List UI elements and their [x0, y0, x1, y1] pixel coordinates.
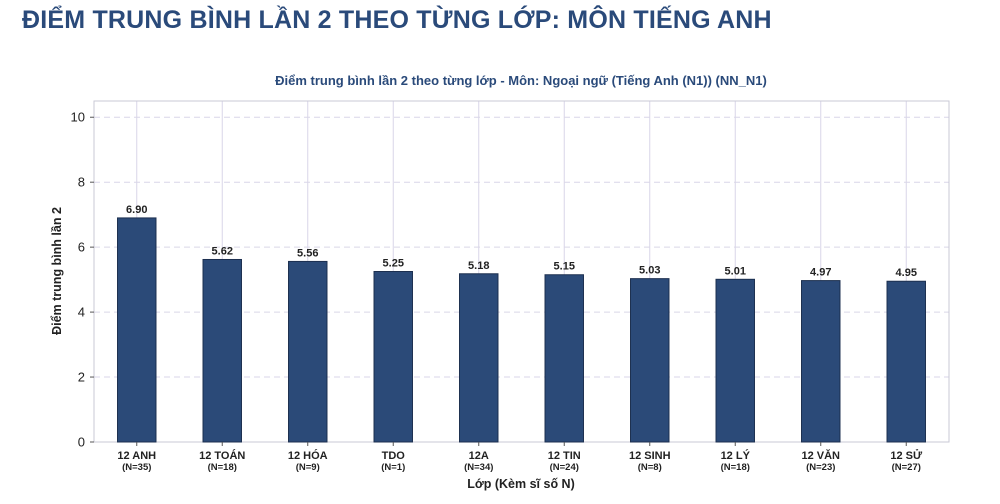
- bar: [202, 258, 242, 443]
- x-ticks: 12 ANH(N=35)12 TOÁN(N=18)12 HÓA(N=9)TDO(…: [117, 442, 923, 473]
- page-title: ĐIỂM TRUNG BÌNH LẦN 2 THEO TỪNG LỚP: MÔN…: [22, 6, 772, 34]
- y-tick-label: 4: [78, 305, 85, 320]
- y-ticks: 0 2 4 6 8 10: [71, 110, 94, 450]
- x-tick-label: 12 TOÁN: [199, 449, 245, 462]
- plot-frame: [93, 100, 950, 443]
- y-tick-label: 0: [78, 435, 85, 450]
- y-tick-label: 10: [71, 110, 85, 125]
- x-tick-label: 12 LÝ: [721, 449, 751, 462]
- bar-value-label: 5.18: [468, 260, 489, 272]
- bar-value-label: 4.95: [896, 267, 917, 279]
- x-tick-label: 12 ANH: [117, 450, 156, 462]
- chart-title: Điểm trung bình lần 2 theo từng lớp - Mô…: [275, 73, 767, 88]
- x-tick-label: TDO: [382, 450, 406, 462]
- labels-layer: 6.90 5.62 5.56 5.25 5.18 5.15 5.03 5.01 4.97 4.95: [126, 204, 917, 279]
- bar-value-label: 5.56: [297, 247, 318, 259]
- x-tick-sublabel: (N=9): [296, 462, 320, 473]
- bar: [288, 260, 328, 443]
- bars-layer: [117, 217, 926, 443]
- x-tick-sublabel: (N=27): [892, 462, 921, 473]
- x-tick-label: 12 VĂN: [801, 449, 840, 462]
- x-tick-label: 12 SỬ: [890, 449, 923, 462]
- x-axis-label: Lớp (Kèm sĩ số N): [467, 477, 575, 491]
- y-tick-label: 6: [78, 240, 85, 255]
- bar: [117, 217, 157, 443]
- bar: [373, 271, 413, 443]
- bar: [544, 274, 584, 443]
- x-tick-sublabel: (N=18): [208, 462, 237, 473]
- y-tick-label: 8: [78, 175, 85, 190]
- bar: [886, 280, 926, 443]
- y-axis-label: Điểm trung bình lần 2: [50, 207, 64, 335]
- x-tick-sublabel: (N=34): [464, 462, 493, 473]
- bar: [715, 278, 755, 443]
- bar-value-label: 6.90: [126, 204, 147, 216]
- x-tick-label: 12A: [469, 450, 489, 462]
- x-tick-sublabel: (N=8): [638, 462, 662, 473]
- bar: [459, 273, 499, 443]
- x-tick-sublabel: (N=35): [122, 462, 151, 473]
- x-tick-sublabel: (N=18): [721, 462, 750, 473]
- bar-value-label: 5.25: [383, 258, 404, 270]
- x-tick-label: 12 HÓA: [288, 449, 328, 462]
- x-tick-label: 12 SINH: [629, 450, 671, 462]
- bar-value-label: 4.97: [810, 267, 831, 279]
- bar-value-label: 5.62: [212, 245, 233, 257]
- bar: [630, 278, 670, 443]
- y-tick-label: 2: [78, 370, 85, 385]
- x-tick-sublabel: (N=1): [381, 462, 405, 473]
- bar-value-label: 5.15: [554, 261, 575, 273]
- bar-value-label: 5.03: [639, 265, 660, 277]
- x-tick-sublabel: (N=23): [806, 462, 835, 473]
- x-tick-label: 12 TIN: [548, 450, 581, 462]
- x-tick-sublabel: (N=24): [550, 462, 579, 473]
- bar-value-label: 5.01: [725, 265, 746, 277]
- bar: [801, 280, 841, 443]
